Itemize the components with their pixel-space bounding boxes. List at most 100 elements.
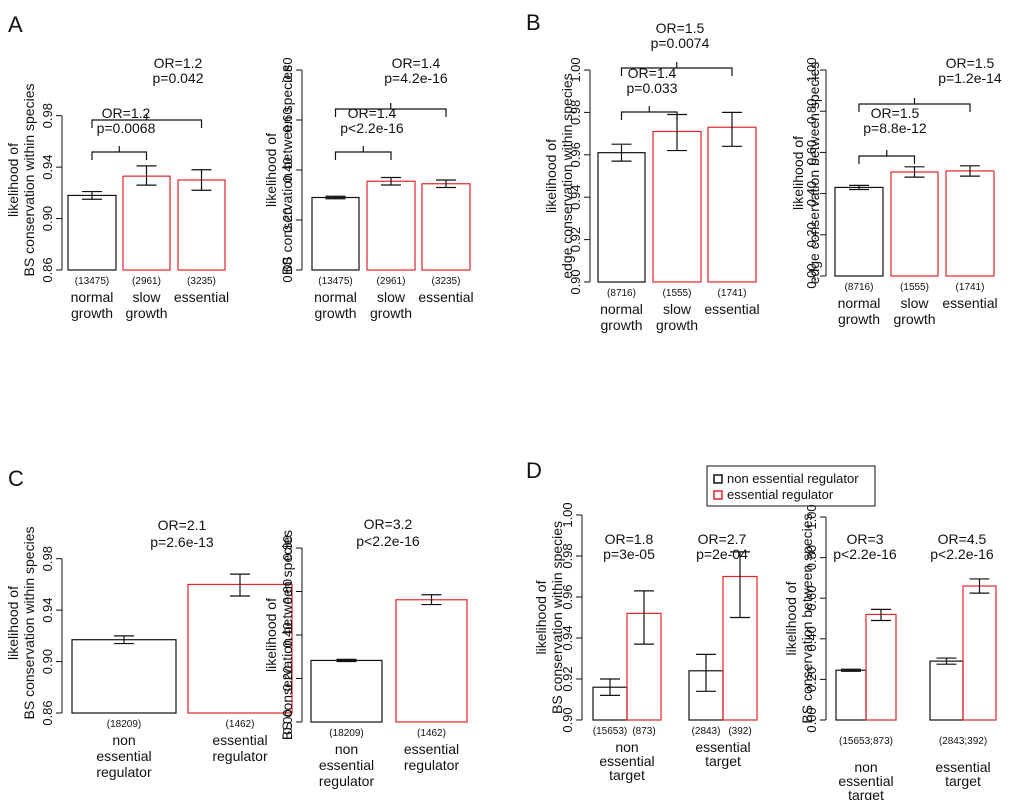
category-label: essential [935,759,990,775]
category-label: regulator [404,757,460,773]
bar [945,170,995,277]
bar [311,196,360,271]
annotation-or: OR=1.4 [628,65,677,81]
y-tick-label: 0.94 [40,597,55,622]
annotation-p: p=2.6e-13 [150,534,214,550]
panel-letter-a: A [8,12,23,37]
annotation-p: p=1.2e-14 [938,70,1002,86]
y-tick-label: 0.40 [804,181,819,206]
y-tick-label: 0.98 [568,100,583,125]
bar [890,171,939,277]
annotation-or: OR=1.5 [871,105,920,121]
annotation-or: OR=1.4 [348,105,397,121]
y-tick-label: 0.86 [40,257,55,282]
category-label: regulator [319,773,375,789]
count-label: (1462) [226,719,255,730]
y-tick-label: 0.20 [804,667,819,692]
count-label: (15653) [593,726,627,737]
y-axis-label: BS conservation within species [21,527,37,720]
count-label: (873) [632,726,655,737]
significance-bracket [91,151,148,160]
annotation-or: OR=4.5 [938,531,987,547]
y-tick-label: 0.60 [280,579,295,604]
category-label: essential [418,289,473,305]
count-label: (13475) [75,276,109,287]
legend-label-essential: essential regulator [727,487,834,502]
y-tick-label: 0.92 [568,227,583,252]
y-axis-label: BS conservation within species [549,521,565,714]
bar [707,126,757,283]
y-tick-label: 0.40 [804,626,819,651]
count-label: (8716) [607,288,636,299]
y-axis-label: edge conservation within species [559,73,575,278]
category-label: slow [132,289,161,305]
category-label: essential [704,301,759,317]
category-label: essential [96,748,151,764]
category-label: essential [838,773,893,789]
annotation-or: OR=1.8 [605,531,654,547]
y-tick-label: 1.00 [560,502,575,527]
significance-bracket [620,111,678,120]
y-axis-label: likelihood of [533,580,549,654]
category-label: essential [212,732,267,748]
panel-letter-d: D [526,458,542,483]
plot-d1: 0.90 0.92 0.94 0.96 0.98 1.00 likelihood of BS … [533,502,758,783]
bar [67,194,117,271]
y-tick-label: 0.60 [280,107,295,132]
category-label: essential [695,739,750,755]
bar [834,186,884,277]
annotation-p: p=8.8e-12 [863,120,927,136]
bar [652,130,702,283]
legend-swatch-nonessential [713,474,723,484]
plot-b2: 0.00 0.20 0.40 0.60 0.80 1.00 likelihood of edg… [790,55,1002,327]
y-tick-label: 0.20 [280,666,295,691]
count-label: (3235) [187,276,216,287]
annotation-p: p=4.2e-16 [384,70,448,86]
y-axis-label: BS conservation between species [799,513,815,723]
category-label: growth [71,305,113,321]
bar [929,660,964,721]
category-label: growth [125,305,167,321]
panel-letter-b: B [526,10,541,35]
annotation-or: OR=2.1 [158,517,207,533]
annotation-p: p<2.2e-16 [340,120,404,136]
annotation-or: OR=2.7 [698,531,747,547]
y-tick-label: 0.86 [40,700,55,725]
plot-a1: 0.86 0.90 0.94 0.98 likelihood of BS conserva… [5,55,229,321]
category-label: growth [600,317,642,333]
y-tick-label: 0.98 [40,103,55,128]
category-label: growth [314,305,356,321]
category-label: growth [370,305,412,321]
category-label: target [705,753,741,769]
category-label: normal [71,289,114,305]
annotation-or: OR=1.2 [102,105,151,121]
y-axis-label: edge conservation between species [806,62,822,285]
bar [421,183,471,271]
count-label: (1462) [417,728,446,739]
annotation-p: p=0.033 [627,80,678,96]
count-label: (8716) [845,282,874,293]
bar [962,585,997,721]
count-label: (1555) [900,282,929,293]
panel-letter-c: C [8,466,24,491]
category-label: essential [174,289,229,305]
category-label: slow [663,301,692,317]
category-label: target [848,787,884,800]
y-axis-label: likelihood of [263,598,279,672]
annotation-p: p<2.2e-16 [356,533,420,549]
y-tick-label: 0.60 [804,140,819,165]
bar [177,179,226,271]
y-axis-label: BS conservation within species [21,84,37,277]
count-label: (18209) [329,728,363,739]
category-label: essential [599,753,654,769]
y-axis-label: likelihood of [543,139,559,213]
y-tick-label: 0.80 [804,545,819,570]
bar [835,669,867,721]
y-tick-label: 0.00 [804,263,819,288]
count-label: (392) [728,726,751,737]
category-label: slow [377,289,406,305]
y-tick-label: 0.00 [280,709,295,734]
category-label: essential [404,741,459,757]
category-label: non [615,739,638,755]
y-tick-label: 0.90 [568,269,583,294]
